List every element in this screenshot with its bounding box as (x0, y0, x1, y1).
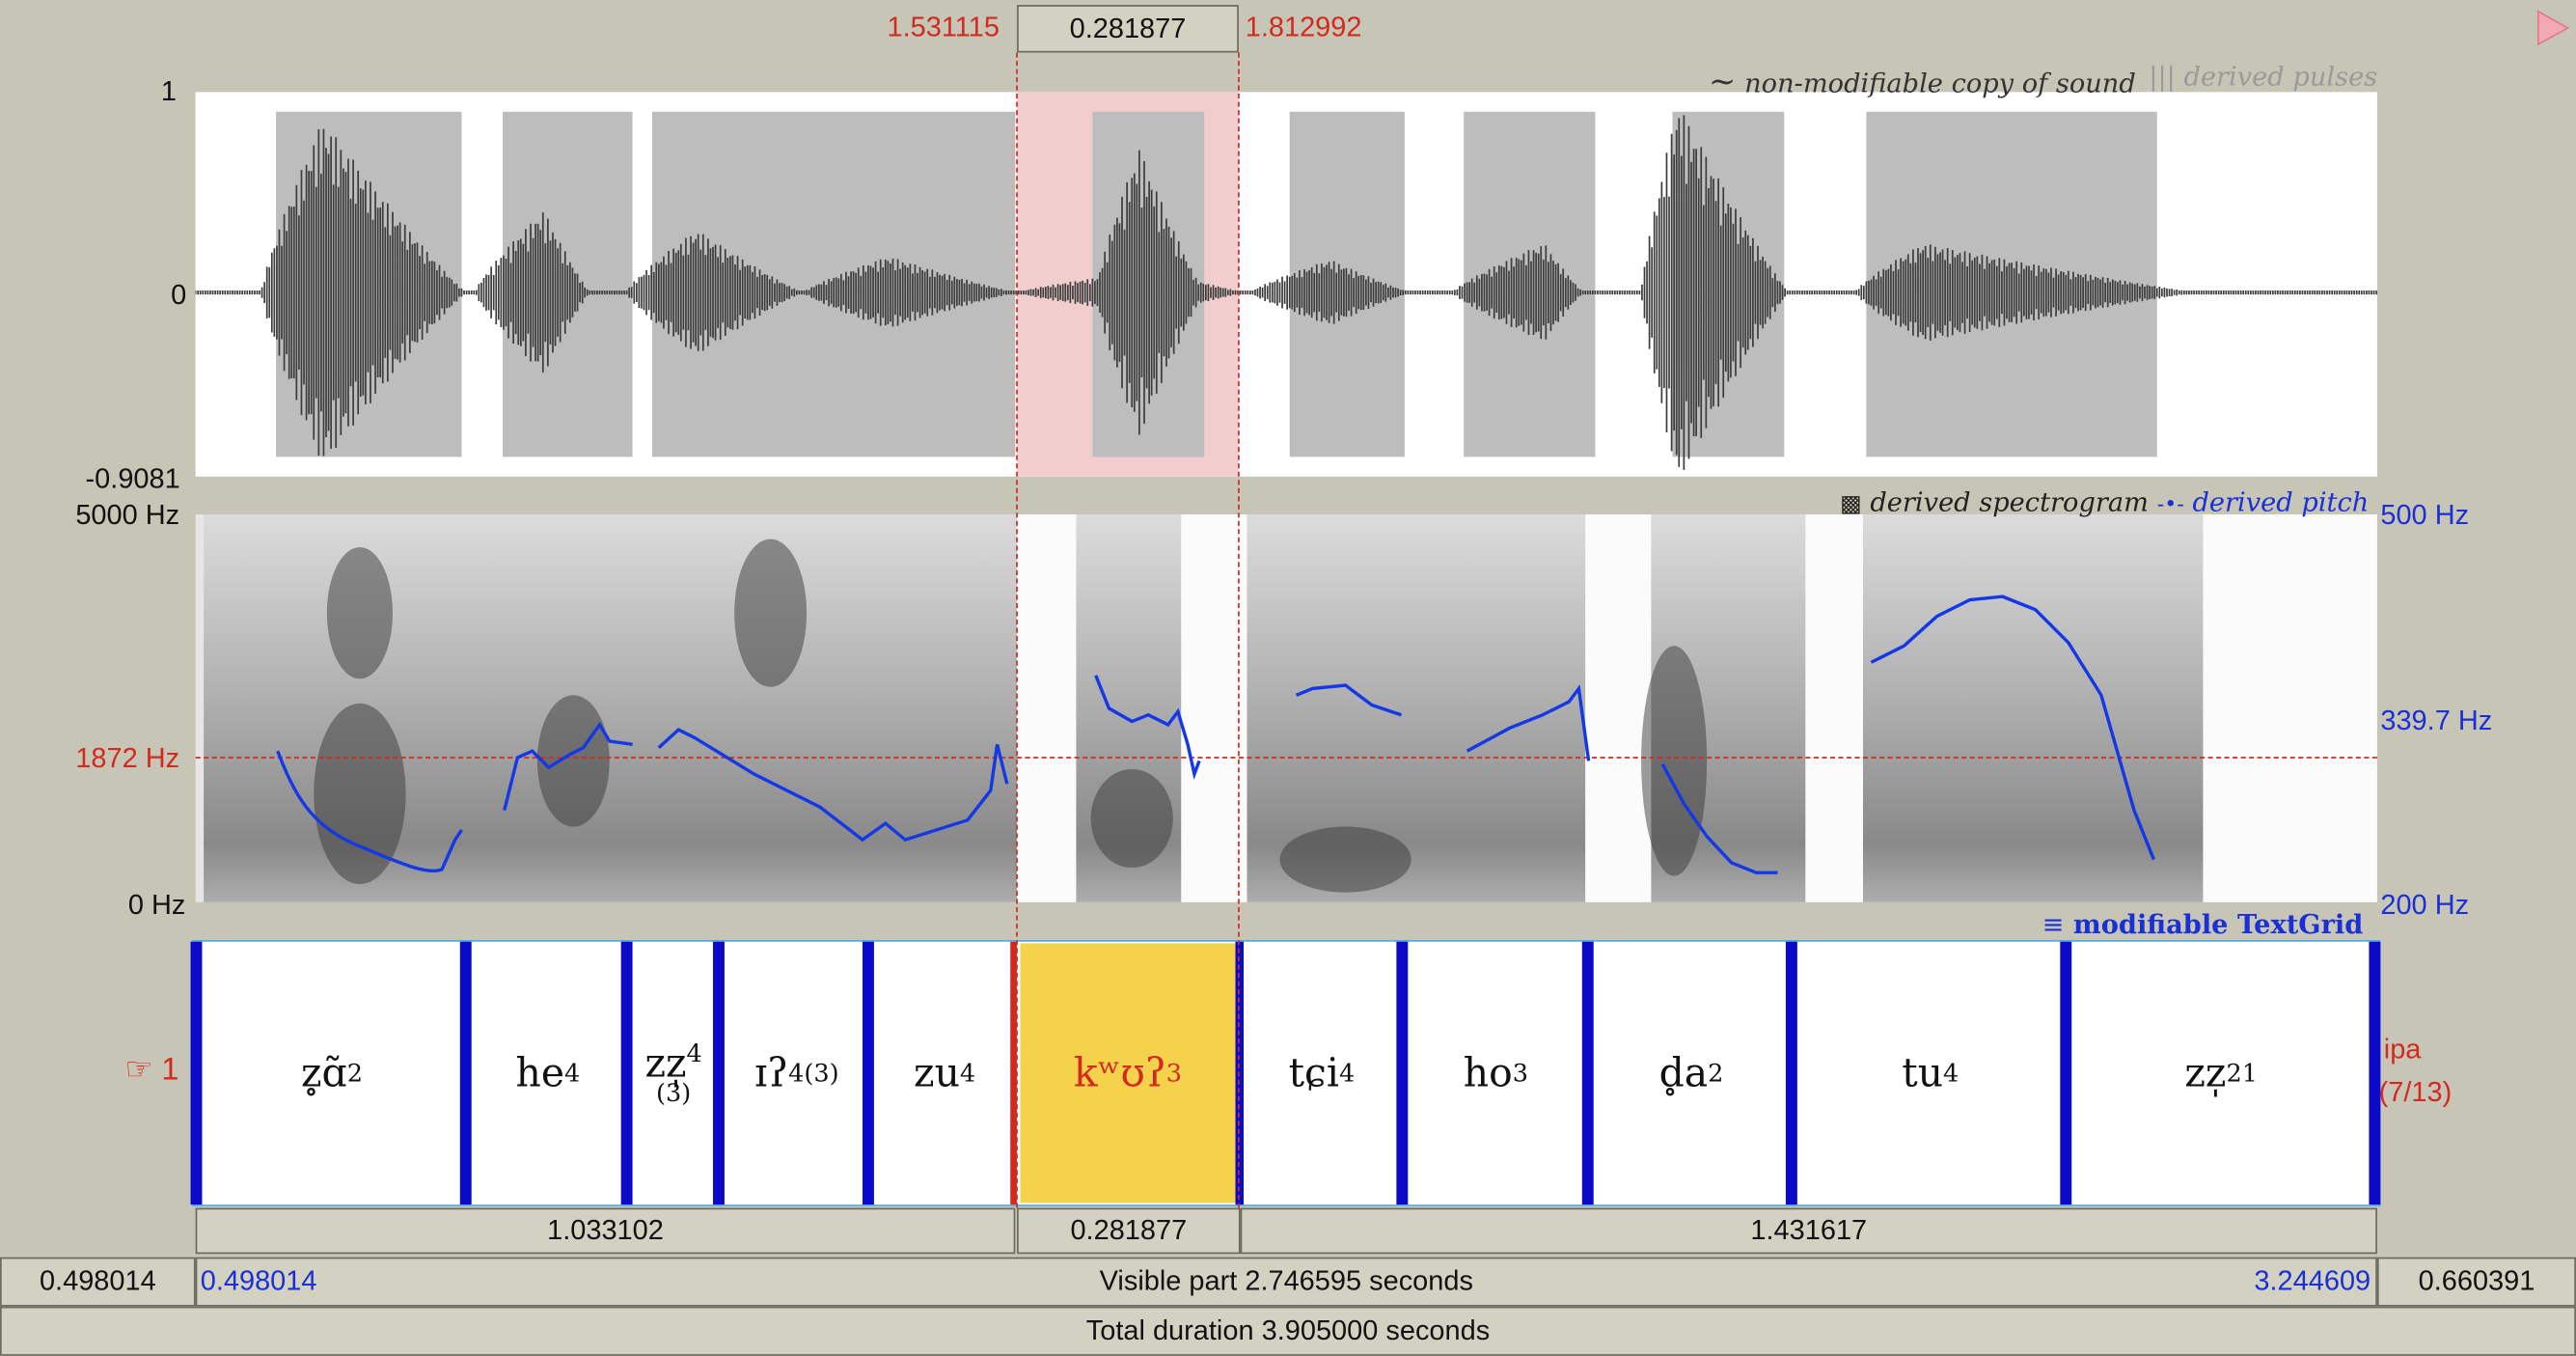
spectrogram-energy (1862, 513, 2204, 902)
interval-7[interactable]: tɕi 4 (1288, 1050, 1356, 1096)
pitch-contour (1295, 683, 1403, 717)
interval-boundary[interactable] (713, 941, 725, 1205)
visible-part-label: Visible part 2.746595 seconds (1099, 1265, 1473, 1297)
formant-blob (536, 695, 610, 827)
formant-blob (1641, 646, 1708, 876)
pitch-contour (1094, 675, 1201, 780)
waveform-trace (195, 115, 2377, 470)
tier-name: ipa (2383, 1034, 2422, 1065)
interval-boundary[interactable] (1581, 941, 1594, 1205)
pulses-legend: ||| derived pulses (2149, 61, 2377, 92)
before-selection-duration[interactable]: 1.033102 (195, 1207, 1016, 1255)
sound-legend-label: non-modifiable copy of sound (1744, 67, 2136, 99)
selection-start-label: 1.531115 (887, 11, 1000, 43)
pitch-contour (1870, 595, 2155, 861)
interval-11[interactable]: zz̩ 21 (2184, 1050, 2258, 1096)
interval-3-tone: 4 (686, 1038, 702, 1068)
formant-blob (734, 539, 808, 687)
spectrogram-legend-label: derived spectrogram (1870, 486, 2149, 518)
spectrogram-legend: ▩ derived spectrogram (1840, 486, 2149, 517)
interval-5[interactable]: zu 4 (914, 1050, 976, 1096)
textgrid-legend-label: modifiable TextGrid (2072, 908, 2364, 941)
pitch-contour (1466, 684, 1591, 761)
sound-legend: ~ non-modifiable copy of sound (1709, 61, 2136, 100)
interval-boundary-selected[interactable] (1010, 941, 1018, 1205)
interval-boundary[interactable] (2060, 941, 2072, 1205)
interval-3-sub: (3) (656, 1078, 692, 1108)
pitch-icon: -•- (2156, 492, 2184, 518)
interval-1[interactable]: z̥ɑ̃ 2 (300, 1050, 363, 1096)
pitch-contour (1660, 762, 1778, 874)
wave-icon: ~ (1708, 61, 1737, 100)
freq-cursor-label: 1872 Hz (75, 742, 180, 775)
pitch-bottom-label: 200 Hz (2380, 889, 2470, 921)
formant-blob (326, 547, 393, 679)
spectrogram-silence (2203, 513, 2377, 902)
hidden-right-duration[interactable]: 0.660391 (2376, 1257, 2576, 1307)
waveform-y-max: 1 (160, 75, 177, 107)
pitch-contour (503, 721, 633, 811)
spectrogram-silence (1585, 513, 1652, 902)
after-selection-duration[interactable]: 1.431617 (1240, 1207, 2377, 1255)
interval-2[interactable]: he 4 (515, 1050, 581, 1096)
interval-3-text: zz̩ (644, 1039, 687, 1087)
textgrid-legend: ≡ modifiable TextGrid (2042, 909, 2364, 940)
interval-boundary[interactable] (190, 941, 203, 1205)
spectrogram-silence (1017, 513, 1077, 902)
pulses-icon: ||| (2149, 61, 2176, 93)
selection-duration-box[interactable]: 0.281877 (1017, 5, 1239, 53)
visible-part-bar[interactable]: Visible part 2.746595 seconds 0.498014 3… (195, 1257, 2377, 1307)
formant-blob (314, 703, 406, 885)
tier-pointer[interactable]: ☞ 1 (124, 1052, 178, 1090)
interval-boundary[interactable] (1235, 941, 1245, 1205)
interval-8[interactable]: ho 3 (1463, 1050, 1528, 1096)
formant-blob (1279, 826, 1411, 893)
interval-9[interactable]: d̥a 2 (1658, 1050, 1724, 1096)
pitch-top-label: 500 Hz (2380, 499, 2470, 532)
play-triangle-icon[interactable] (2535, 9, 2570, 48)
interval-4[interactable]: ɪʔ 4(3) (754, 1050, 839, 1096)
interval-boundary[interactable] (862, 941, 874, 1205)
interval-selected-highlight (1020, 943, 1236, 1204)
interval-boundary[interactable] (2369, 941, 2381, 1205)
tier-number: 1 (161, 1053, 179, 1089)
textgrid-icon: ≡ (2042, 908, 2065, 941)
spectrogram-silence (1181, 513, 1247, 902)
freq-top-label: 5000 Hz (75, 499, 180, 532)
textgrid-tier[interactable] (192, 940, 2381, 1206)
spectrogram-silence (1805, 513, 1863, 902)
formant-blob (1090, 768, 1173, 869)
hidden-left-duration[interactable]: 0.498014 (0, 1257, 196, 1307)
interval-boundary[interactable] (1396, 941, 1409, 1205)
selection-duration-bottom[interactable]: 0.281877 (1017, 1207, 1241, 1255)
waveform-y-min: -0.9081 (85, 463, 180, 495)
interval-boundary[interactable] (1785, 941, 1797, 1205)
freq-bottom-label: 0 Hz (127, 889, 186, 921)
spectrogram-icon: ▩ (1840, 491, 1862, 518)
visible-start-label: 0.498014 (200, 1265, 317, 1297)
interval-boundary[interactable] (620, 941, 633, 1205)
spectrogram-plot[interactable] (195, 513, 2377, 902)
pointing-hand-icon: ☞ (124, 1053, 153, 1089)
interval-6-selected[interactable]: kʷʊʔ 3 (1073, 1050, 1183, 1096)
pitch-legend: -•- derived pitch (2157, 486, 2370, 517)
pitch-contour (276, 750, 463, 872)
total-duration-bar[interactable]: Total duration 3.905000 seconds (0, 1306, 2576, 1356)
waveform-y-zero: 0 (171, 279, 187, 311)
waveform-plot[interactable] (195, 92, 2377, 477)
pitch-contour (657, 727, 1009, 843)
selection-end-label: 1.812992 (1245, 11, 1362, 43)
tier-interval-count: (7/13) (2378, 1076, 2453, 1108)
interval-10[interactable]: tu 4 (1902, 1050, 1959, 1096)
interval-boundary[interactable] (459, 941, 472, 1205)
visible-end-label: 3.244609 (2254, 1265, 2371, 1297)
pitch-cursor-label: 339.7 Hz (2380, 705, 2493, 736)
pulses-legend-label: derived pulses (2183, 61, 2378, 93)
interval-3[interactable]: zz̩4 (3) (633, 943, 715, 1203)
pitch-legend-label: derived pitch (2192, 486, 2370, 518)
